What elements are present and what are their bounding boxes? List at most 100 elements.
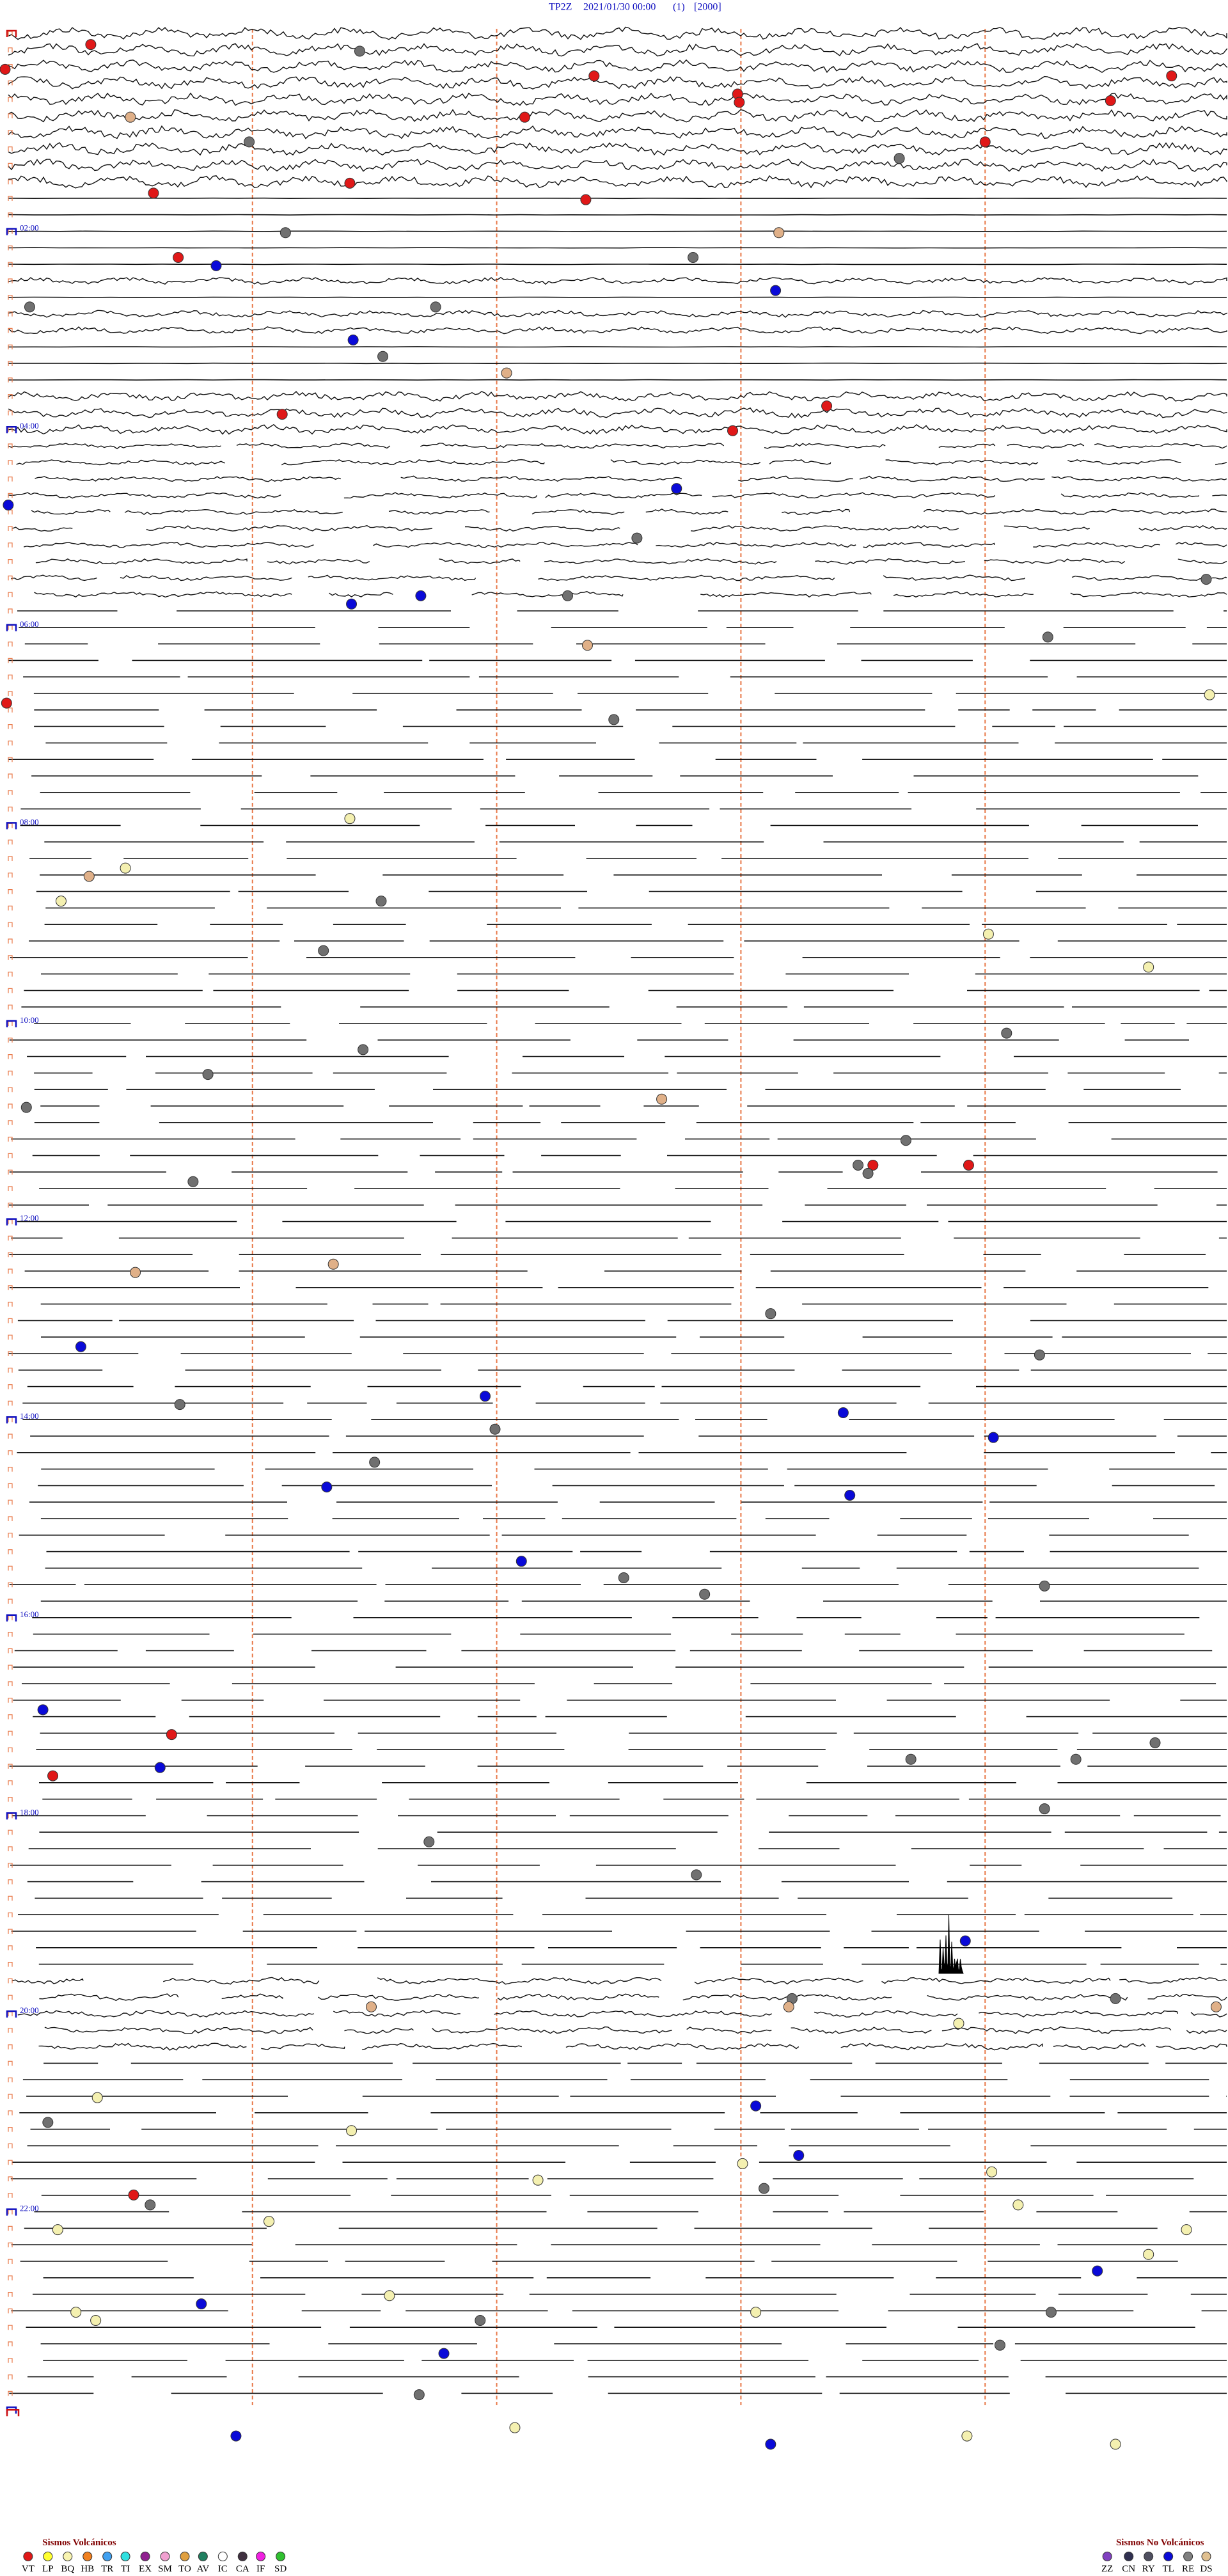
row-marker [8, 1632, 13, 1637]
row-marker [8, 1813, 13, 1819]
event [75, 1341, 86, 1352]
legend-swatch [1124, 2551, 1134, 2561]
trace [308, 574, 476, 581]
event [734, 97, 745, 108]
trace [388, 509, 490, 515]
event [691, 1869, 702, 1881]
trace [38, 2043, 247, 2051]
row-marker [8, 1400, 13, 1406]
row-marker [8, 1450, 13, 1455]
trace [8, 391, 1227, 402]
row-marker [8, 443, 13, 448]
row-marker [8, 278, 13, 283]
row-marker [8, 1203, 13, 1208]
row-marker [8, 2110, 13, 2115]
event [174, 1399, 185, 1410]
legend-swatch [198, 2551, 208, 2561]
row-marker [8, 113, 13, 118]
row-marker [8, 2127, 13, 2132]
row-marker [8, 377, 13, 383]
row-marker [8, 839, 13, 845]
event [3, 499, 14, 510]
row-marker [8, 1780, 13, 1785]
row-marker [8, 1103, 13, 1109]
legend-swatch [276, 2551, 286, 2561]
trace [941, 2026, 1172, 2034]
trace [1070, 591, 1227, 598]
trace [1067, 459, 1181, 466]
trace [979, 2010, 1178, 2018]
row-marker [8, 988, 13, 993]
trace [432, 2026, 672, 2034]
row-marker [8, 2094, 13, 2099]
channel: (1) [673, 2, 685, 13]
hour-bracket [6, 822, 17, 830]
event [83, 871, 95, 882]
trace [8, 142, 1227, 156]
row-marker [8, 1747, 13, 1753]
row-marker [8, 410, 13, 416]
event [656, 1093, 668, 1105]
event [905, 1753, 917, 1765]
legend-swatch [1183, 2551, 1193, 2561]
legend-code: VT [22, 2564, 35, 2574]
trace [8, 109, 1227, 123]
event [244, 136, 255, 148]
row-marker [8, 691, 13, 696]
row-marker [8, 740, 13, 746]
trace [8, 43, 1227, 57]
event [765, 1308, 776, 1320]
row-marker [8, 344, 13, 350]
row-marker [8, 1730, 13, 1736]
trace [769, 459, 831, 465]
event [377, 351, 389, 362]
event [862, 1167, 874, 1179]
event [85, 39, 97, 51]
trace [8, 296, 1227, 298]
trace [545, 493, 702, 498]
trace [923, 509, 1227, 515]
event [953, 2018, 964, 2029]
event [1105, 95, 1116, 106]
trace [883, 574, 1025, 581]
row-marker [8, 2341, 13, 2346]
trace [34, 591, 292, 598]
trace [686, 2027, 772, 2034]
trace [984, 558, 1126, 564]
event [631, 532, 643, 544]
trace [712, 492, 996, 499]
traces [8, 26, 1227, 2394]
event [759, 2183, 770, 2194]
event [210, 260, 222, 271]
row-marker [8, 1070, 13, 1076]
event [1110, 2438, 1121, 2450]
event [366, 2001, 377, 2012]
trace [815, 558, 965, 565]
event [489, 1423, 501, 1435]
event [562, 590, 574, 601]
event [581, 640, 593, 651]
trace [1186, 2029, 1227, 2035]
event [765, 2438, 776, 2450]
trace [885, 459, 1039, 466]
hour-label: 12:00 [20, 1213, 39, 1223]
row-marker [8, 2275, 13, 2280]
event [1012, 2199, 1024, 2211]
trace [8, 362, 1227, 365]
row-marker [8, 1549, 13, 1554]
trace [11, 574, 97, 581]
trace [344, 2028, 414, 2034]
event [475, 2314, 486, 2326]
row-marker [8, 1268, 13, 1274]
row-marker [8, 1681, 13, 1686]
row-marker [8, 295, 13, 300]
row-marker [8, 1714, 13, 1719]
trace [645, 508, 728, 515]
trace [439, 558, 521, 564]
row-marker [8, 625, 13, 630]
legend-swatch [102, 2551, 113, 2561]
legend-code: TR [101, 2564, 113, 2574]
legend-swatch [120, 2551, 130, 2561]
row-marker [8, 2011, 13, 2016]
legend-title: Sismos Volcánicos [42, 2538, 116, 2548]
